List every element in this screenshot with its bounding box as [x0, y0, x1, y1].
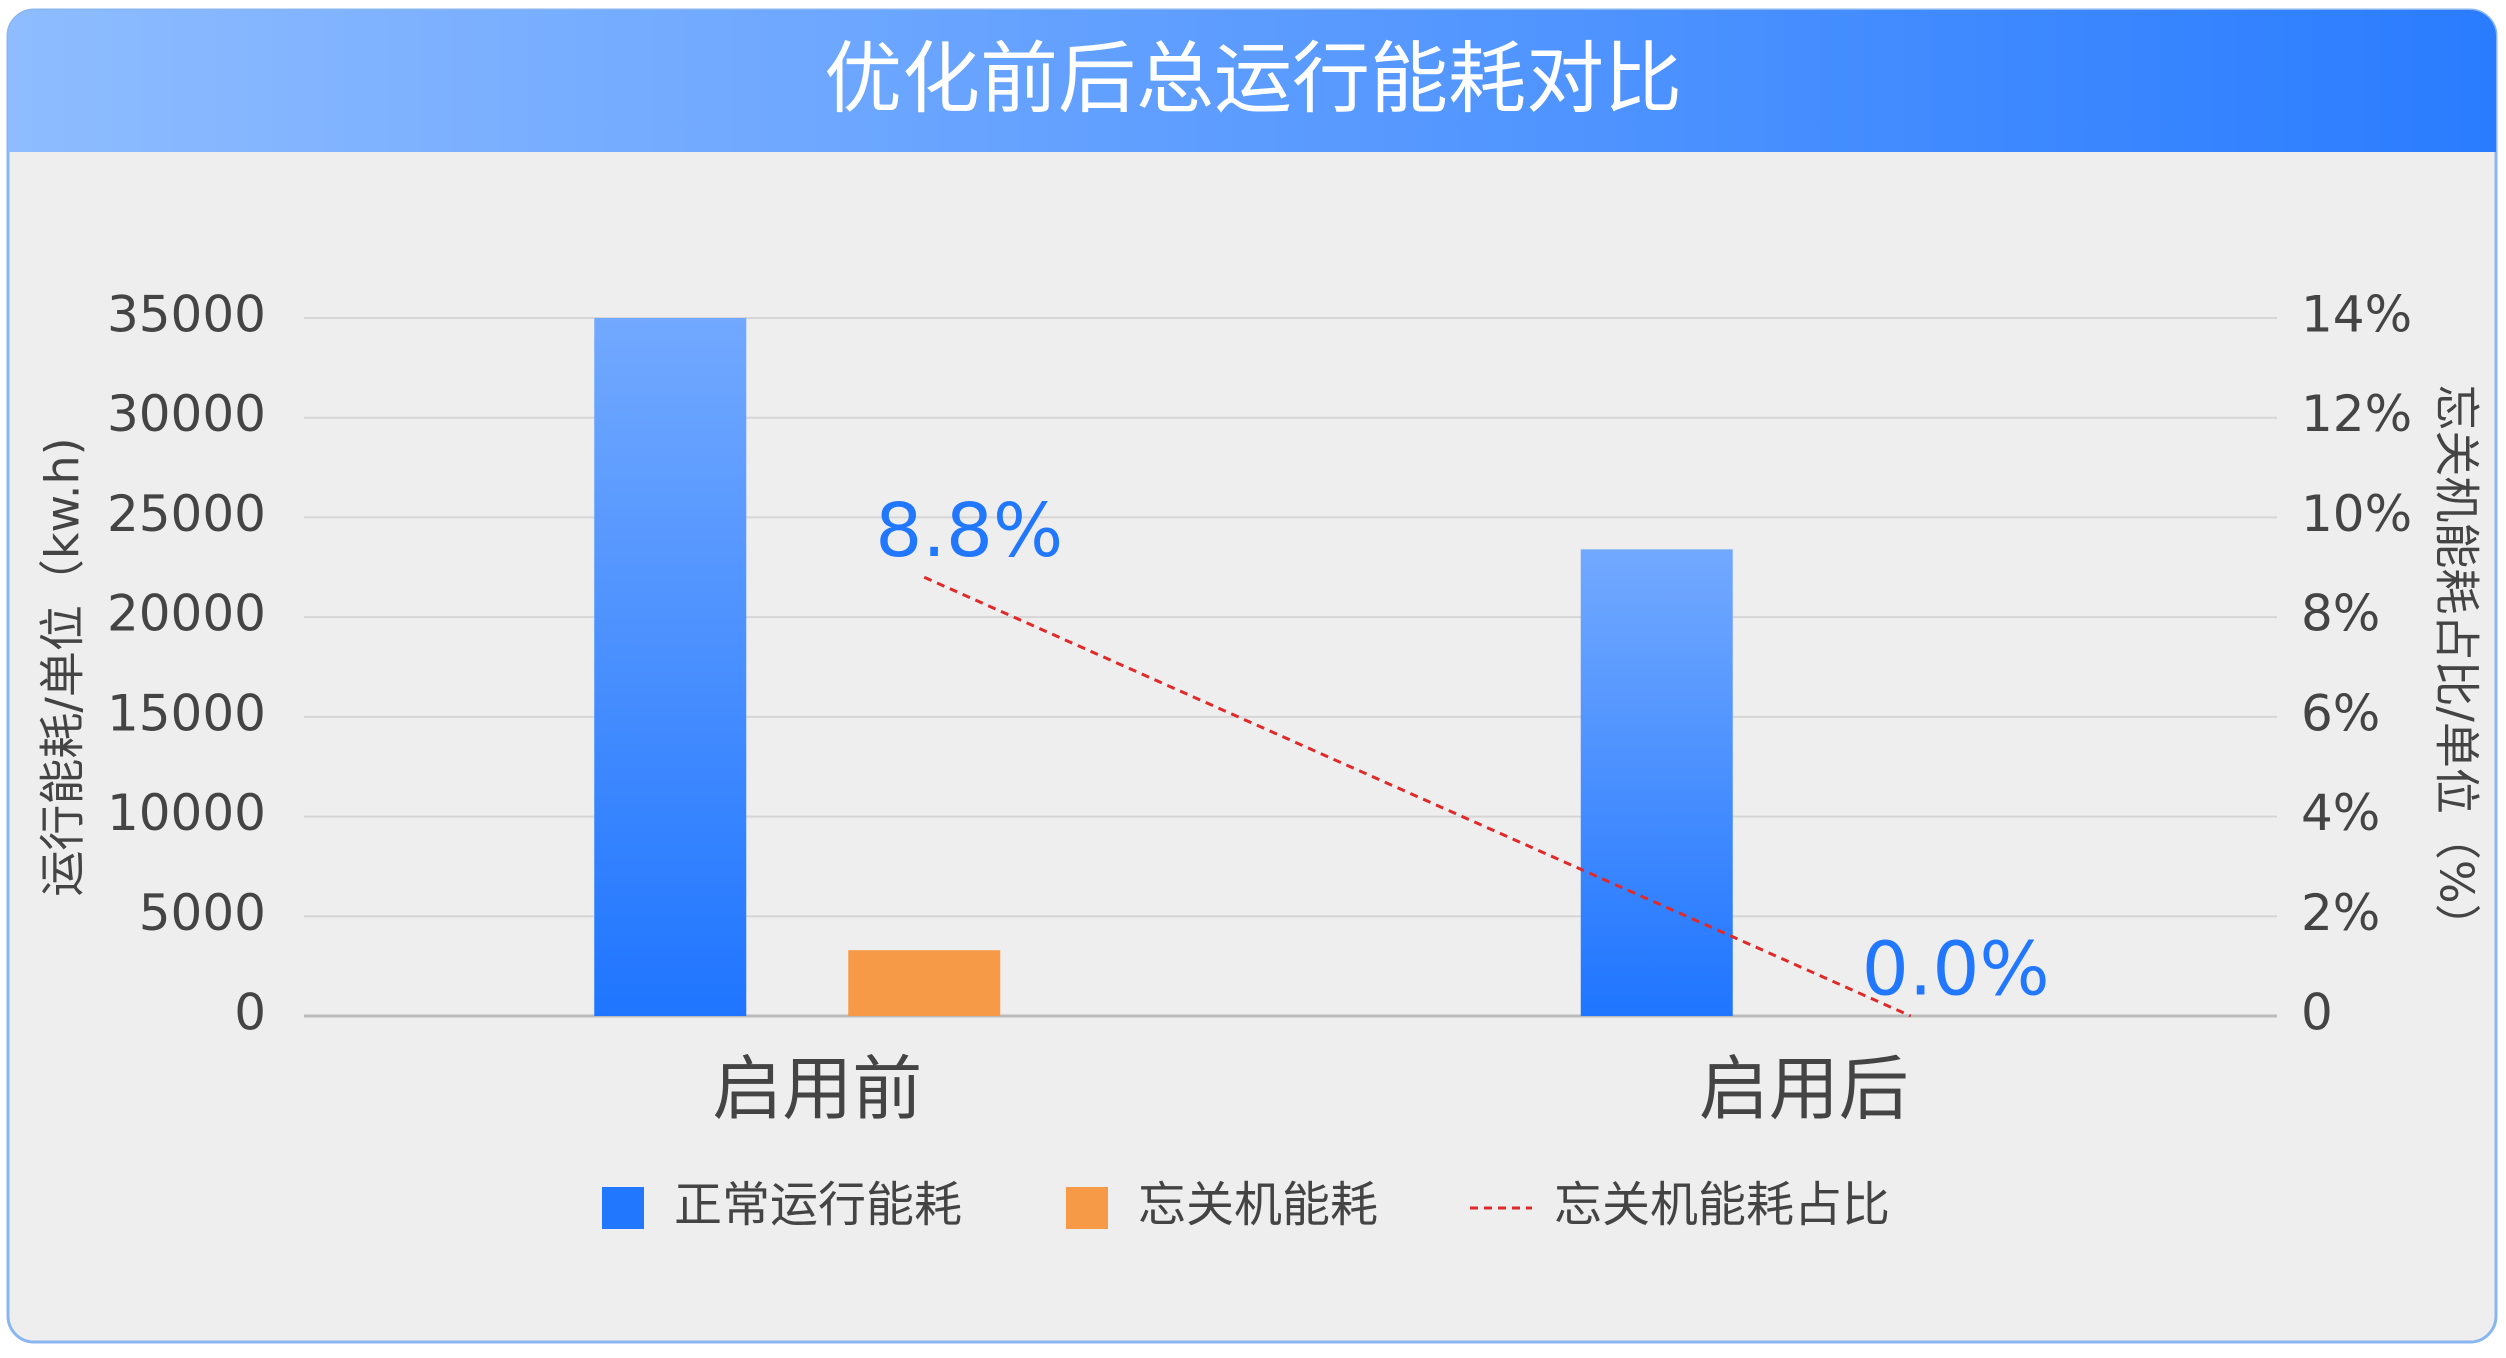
x-tick-label: 启用前 — [712, 1048, 922, 1130]
y-tick-label: 5000 — [139, 884, 266, 942]
y2-axis-title: 忘关机能耗占比/单位（%） — [2430, 384, 2484, 949]
chart-title: 优化前后总运行能耗对比 — [824, 34, 1682, 124]
legend-label: 忘关机能耗占比 — [1554, 1177, 1890, 1233]
y2-tick-label: 6% — [2301, 684, 2380, 742]
y-tick-label: 35000 — [107, 286, 266, 344]
bar — [1580, 549, 1733, 1016]
legend-swatch — [1066, 1187, 1108, 1229]
y-tick-label: 15000 — [107, 684, 266, 742]
y2-tick-label: 14% — [2301, 286, 2412, 344]
y-tick-label: 10000 — [107, 784, 266, 842]
y2-tick-label: 8% — [2301, 585, 2380, 643]
bar — [594, 318, 747, 1016]
y2-tick-label: 2% — [2301, 884, 2380, 942]
y2-tick-label: 10% — [2301, 485, 2412, 543]
y-tick-label: 0 — [234, 984, 266, 1042]
y2-tick-label: 0 — [2301, 984, 2333, 1042]
data-label: 0.0% — [1862, 927, 2050, 1013]
y-tick-label: 30000 — [107, 385, 266, 443]
x-tick-label: 启用后 — [1699, 1048, 1909, 1130]
data-label: 8.8% — [875, 488, 1063, 574]
y-axis-title: 运行能耗/单位（kw.h) — [36, 437, 90, 896]
y-tick-label: 20000 — [107, 585, 266, 643]
y-tick-label: 25000 — [107, 485, 266, 543]
y2-tick-label: 4% — [2301, 784, 2380, 842]
line — [923, 575, 1912, 1018]
legend-swatch — [602, 1187, 644, 1229]
bar — [848, 950, 1001, 1016]
legend-label: 正常运行能耗 — [674, 1177, 962, 1233]
legend-label: 忘关机能耗 — [1138, 1177, 1378, 1233]
header — [8, 10, 2496, 152]
card — [6, 8, 2498, 1344]
y2-tick-label: 12% — [2301, 385, 2412, 443]
